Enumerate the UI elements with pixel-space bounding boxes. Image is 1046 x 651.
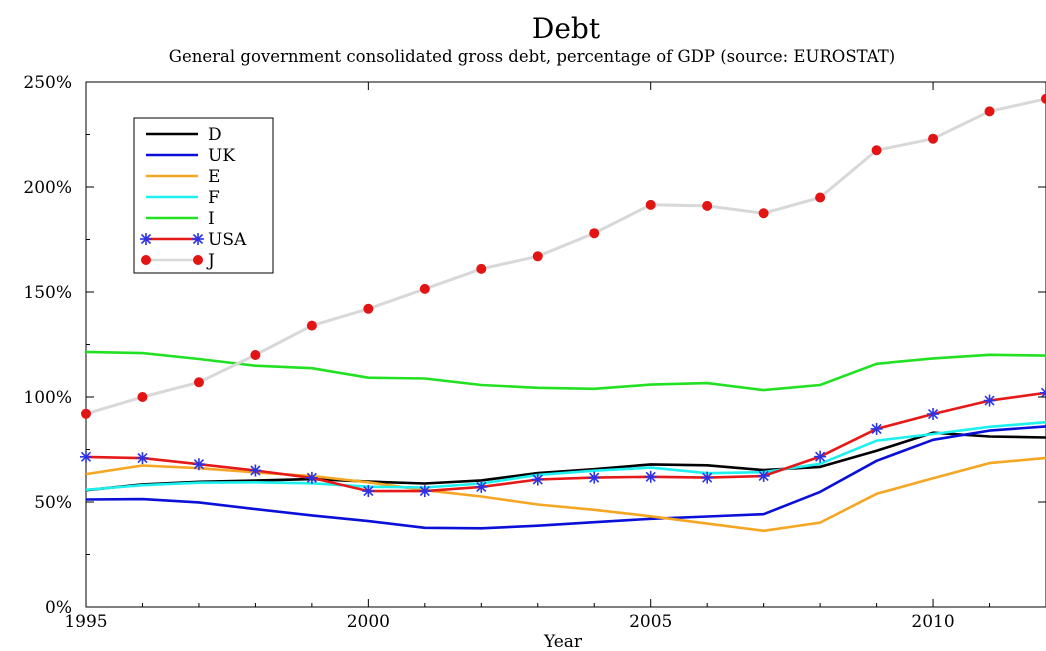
chart-title: Debt <box>532 12 601 45</box>
data-point-j <box>872 145 882 155</box>
data-point-usa <box>193 458 205 470</box>
data-point-j <box>363 304 373 314</box>
data-point-usa <box>814 451 826 463</box>
data-point-j <box>420 284 430 294</box>
legend-label-e: E <box>208 167 220 187</box>
data-point-j <box>985 106 995 116</box>
legend-label-i: I <box>208 209 215 229</box>
legend-marker-usa <box>140 233 152 245</box>
data-point-usa <box>419 485 431 497</box>
data-point-j <box>307 321 317 331</box>
data-point-j <box>759 208 769 218</box>
x-tick-label: 1995 <box>64 612 107 632</box>
legend-label-j: J <box>206 251 215 271</box>
x-tick-label: 2000 <box>347 612 390 632</box>
data-point-j <box>533 251 543 261</box>
data-point-j <box>1041 94 1046 104</box>
legend-marker-j <box>193 255 203 265</box>
legend-label-f: F <box>208 188 220 208</box>
y-tick-label: 250% <box>23 73 72 93</box>
data-point-j <box>928 134 938 144</box>
series-line-i <box>86 352 1046 390</box>
data-point-j <box>589 228 599 238</box>
data-point-j <box>476 264 486 274</box>
x-tick-label: 2010 <box>911 612 954 632</box>
data-point-usa <box>871 423 883 435</box>
data-point-usa <box>588 472 600 484</box>
data-point-j <box>250 350 260 360</box>
x-axis-label: Year <box>543 632 583 651</box>
data-point-usa <box>532 474 544 486</box>
data-point-usa <box>701 472 713 484</box>
data-point-j <box>137 392 147 402</box>
data-point-j <box>646 200 656 210</box>
data-point-usa <box>984 395 996 407</box>
legend-label-uk: UK <box>208 146 235 166</box>
data-point-usa <box>306 472 318 484</box>
legend-label-d: D <box>208 125 222 145</box>
data-point-usa <box>927 408 939 420</box>
data-point-usa <box>136 452 148 464</box>
legend-marker-j <box>141 255 151 265</box>
legend-label-usa: USA <box>208 230 247 250</box>
data-point-usa <box>758 470 770 482</box>
data-point-usa <box>80 451 92 463</box>
y-tick-label: 100% <box>23 388 72 408</box>
legend-marker-usa <box>192 233 204 245</box>
data-point-j <box>194 377 204 387</box>
y-tick-label: 50% <box>34 493 72 513</box>
y-tick-label: 200% <box>23 178 72 198</box>
data-point-usa <box>249 465 261 477</box>
data-point-j <box>81 409 91 419</box>
chart-subtitle: General government consolidated gross de… <box>169 47 895 66</box>
x-tick-label: 2005 <box>629 612 672 632</box>
data-point-j <box>815 193 825 203</box>
data-point-usa <box>362 485 374 497</box>
data-point-usa <box>475 481 487 493</box>
legend-box <box>134 118 273 273</box>
data-point-j <box>702 201 712 211</box>
y-tick-label: 150% <box>23 283 72 303</box>
data-point-usa <box>645 471 657 483</box>
